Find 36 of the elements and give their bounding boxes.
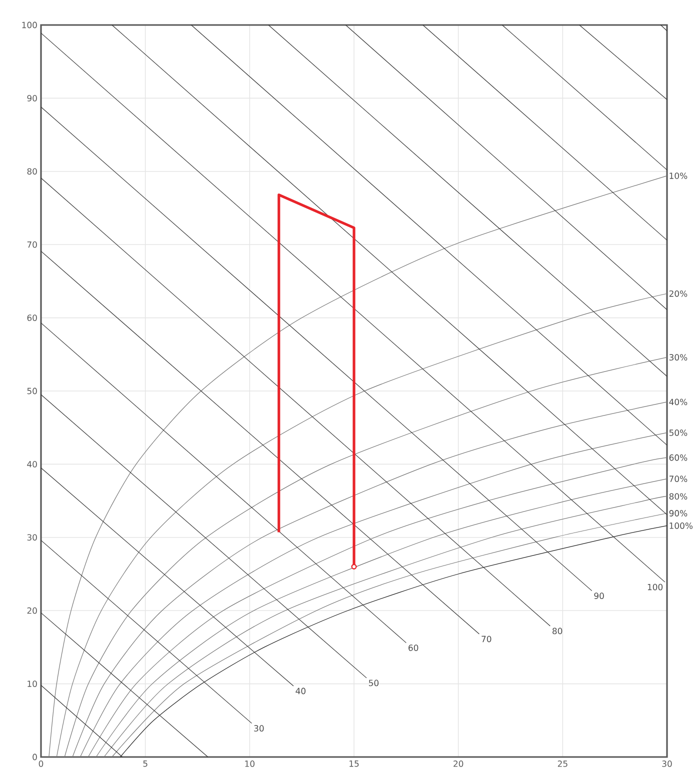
y-tick-label: 60: [27, 314, 37, 321]
series-label: 80%: [669, 493, 688, 500]
series-label: 50: [368, 680, 379, 686]
x-tick-label: 30: [662, 760, 672, 767]
x-tick-label: 5: [143, 760, 148, 767]
y-tick-label: 40: [27, 461, 37, 468]
series-label: 100%: [670, 522, 693, 529]
y-tick-label: 20: [27, 607, 37, 614]
x-tick-label: 25: [558, 760, 568, 767]
series-label: 30%: [669, 354, 688, 361]
x-tick-label: 10: [245, 760, 254, 767]
series-label: 80: [552, 628, 562, 634]
series-label: 30: [254, 725, 264, 732]
x-tick-label: 0: [38, 760, 44, 767]
series-label: 40%: [669, 398, 688, 406]
series-label: 70%: [669, 476, 688, 482]
y-tick-label: 30: [27, 534, 37, 541]
y-tick-label: 80: [27, 168, 37, 175]
series-label: 90%: [669, 510, 688, 516]
series-label: 50%: [669, 430, 688, 436]
series-label: 90: [594, 592, 604, 600]
x-tick-label: 15: [350, 760, 359, 767]
series-label: 40: [296, 688, 306, 694]
x-tick-label: 20: [454, 760, 464, 767]
series-label: 10%: [670, 172, 688, 179]
series-label: 60%: [669, 454, 688, 461]
y-tick-label: 0: [32, 754, 37, 760]
series-label: 100: [648, 584, 663, 590]
y-tick-label: 10: [28, 680, 37, 688]
series-label: 70: [482, 636, 492, 642]
series-label: 60: [408, 644, 418, 652]
y-tick-label: 90: [27, 94, 37, 102]
y-tick-label: 50: [27, 388, 37, 394]
y-tick-label: 70: [27, 241, 37, 248]
series-label: 20%: [669, 290, 688, 297]
y-tick-label: 100: [22, 22, 37, 28]
